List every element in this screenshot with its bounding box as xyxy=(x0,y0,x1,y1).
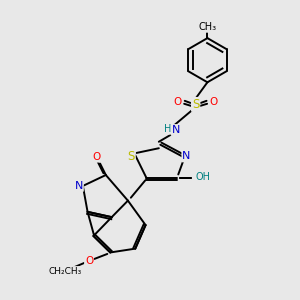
Text: CH₂CH₃: CH₂CH₃ xyxy=(48,267,82,276)
Text: N: N xyxy=(182,152,191,161)
Text: S: S xyxy=(192,98,199,111)
Text: O: O xyxy=(93,152,101,162)
Text: OH: OH xyxy=(196,172,211,182)
Text: N: N xyxy=(172,125,180,135)
Text: O: O xyxy=(174,97,182,107)
Text: H: H xyxy=(195,173,202,183)
Text: CH₃: CH₃ xyxy=(198,22,217,32)
Text: H: H xyxy=(164,124,171,134)
Text: O: O xyxy=(209,97,218,107)
Text: O: O xyxy=(85,256,93,266)
Text: N: N xyxy=(75,181,83,191)
Text: S: S xyxy=(128,150,135,163)
